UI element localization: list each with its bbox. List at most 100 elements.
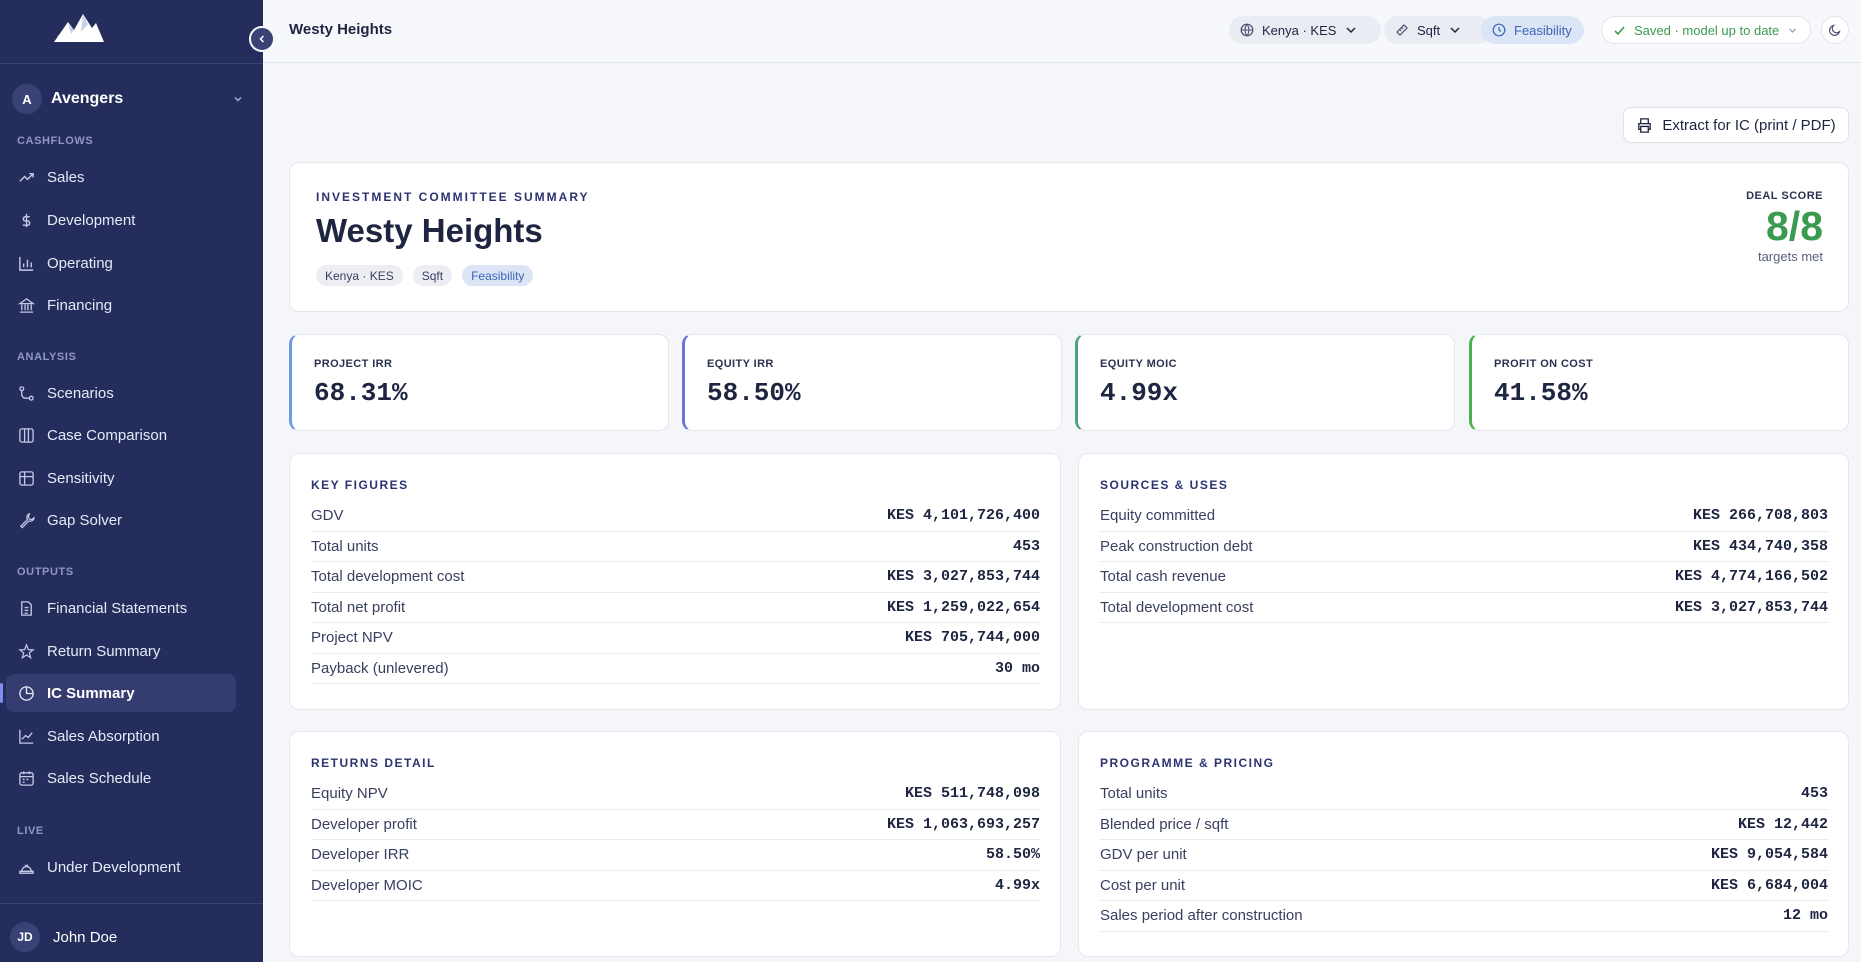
row-value: 453 [1800, 785, 1828, 803]
sidebar-item-label: Sales [47, 168, 85, 186]
row-label: Total development cost [311, 568, 465, 586]
clock-icon [1492, 23, 1506, 37]
row-value: KES 1,259,022,654 [886, 598, 1040, 616]
table-row: Developer IRR 58.50% [311, 840, 1040, 871]
workspace-name: Avengers [51, 90, 124, 107]
summary-eyebrow: INVESTMENT COMMITTEE SUMMARY [316, 190, 590, 204]
row-value: 453 [1012, 537, 1040, 555]
project-name: Westy Heights [316, 212, 543, 249]
sidebar-divider [0, 903, 263, 904]
collapse-sidebar-button[interactable] [249, 26, 275, 52]
save-status-text: Saved · model up to date [1634, 22, 1780, 38]
tag-stage: Feasibility [462, 265, 534, 286]
sidebar-item-operating[interactable]: Operating [6, 244, 236, 282]
row-label: Total units [1100, 785, 1168, 803]
document-icon [17, 599, 35, 617]
row-label: Total cash revenue [1100, 568, 1226, 586]
chevron-down-icon [1450, 27, 1460, 34]
star-icon [17, 642, 35, 660]
sources-uses-panel: SOURCES & USES Equity committed KES 266,7… [1078, 453, 1849, 710]
extract-ic-button[interactable]: Extract for IC (print / PDF) [1623, 107, 1849, 143]
table-row: Total net profit KES 1,259,022,654 [311, 593, 1040, 623]
section-live: LIVE [17, 825, 44, 837]
row-value: 30 mo [994, 659, 1040, 677]
row-value: KES 266,708,803 [1692, 507, 1828, 525]
wrench-icon [17, 511, 35, 529]
brand-name: STREAD [56, 34, 102, 45]
sidebar-item-sensitivity[interactable]: Sensitivity [6, 459, 236, 497]
row-value: KES 12,442 [1737, 815, 1828, 833]
table-row: Total development cost KES 3,027,853,744 [311, 562, 1040, 593]
trending-up-icon [17, 168, 35, 186]
table-row: Developer profit KES 1,063,693,257 [311, 810, 1040, 840]
check-icon [1613, 24, 1626, 37]
kpi-value: 58.50% [707, 378, 801, 408]
sidebar-item-label: Return Summary [47, 642, 161, 660]
deal-score-label: DEAL SCORE [1746, 190, 1823, 202]
row-value: KES 1,063,693,257 [886, 815, 1040, 833]
workspace-switcher[interactable]: A Avengers [12, 82, 248, 116]
row-value: KES 434,740,358 [1692, 537, 1828, 555]
stage-badge[interactable]: Feasibility [1481, 16, 1584, 44]
user-menu[interactable]: JD John Doe [10, 922, 117, 952]
row-label: Peak construction debt [1100, 537, 1253, 555]
calendar-icon [17, 769, 35, 787]
row-label: Equity committed [1100, 507, 1216, 525]
row-value: KES 9,054,584 [1710, 846, 1828, 864]
sidebar-item-label: Sales Schedule [47, 769, 152, 787]
sidebar-item-under-development[interactable]: Under Development [6, 848, 236, 886]
sidebar-item-sales-absorption[interactable]: Sales Absorption [6, 717, 236, 755]
printer-icon [1636, 117, 1653, 134]
unit-selector[interactable]: Sqft [1384, 16, 1491, 44]
sidebar-item-sales-schedule[interactable]: Sales Schedule [6, 759, 236, 797]
table-row: Payback (unlevered) 30 mo [311, 654, 1040, 684]
sidebar-item-ic-summary[interactable]: IC Summary [0, 674, 236, 712]
theme-toggle-button[interactable] [1821, 16, 1849, 44]
row-label: Equity NPV [311, 785, 388, 803]
row-label: Total units [311, 537, 379, 555]
panel-title: RETURNS DETAIL [311, 756, 436, 770]
key-figures-panel: KEY FIGURES GDV KES 4,101,726,400 Total u… [289, 453, 1061, 710]
sidebar-item-label: Sensitivity [47, 469, 115, 487]
row-value: KES 4,101,726,400 [886, 507, 1040, 525]
row-label: Developer profit [311, 815, 417, 833]
summary-card: INVESTMENT COMMITTEE SUMMARY Westy Heigh… [289, 162, 1849, 312]
sidebar-item-case-comparison[interactable]: Case Comparison [6, 416, 236, 454]
panel-title: SOURCES & USES [1100, 478, 1229, 492]
market-value: Kenya · KES [1262, 22, 1337, 38]
kpi-equity-irr: EQUITY IRR 58.50% [682, 334, 1062, 431]
ruler-icon [1395, 23, 1409, 37]
sidebar: STREAD A Avengers CASHFLOWS Sales Develo… [0, 0, 263, 962]
sidebar-item-financing[interactable]: Financing [6, 286, 236, 324]
row-value: KES 705,744,000 [904, 629, 1040, 647]
table-row: Blended price / sqft KES 12,442 [1100, 810, 1828, 840]
sidebar-item-label: Operating [47, 254, 113, 272]
table-row: Peak construction debt KES 434,740,358 [1100, 532, 1828, 562]
workspace-avatar: A [12, 84, 42, 114]
save-status[interactable]: Saved · model up to date [1601, 16, 1811, 44]
sidebar-item-label: IC Summary [47, 684, 135, 702]
sidebar-item-financial-statements[interactable]: Financial Statements [6, 589, 236, 627]
table-row: Total development cost KES 3,027,853,744 [1100, 593, 1828, 623]
table-icon [17, 469, 35, 487]
sidebar-item-sales[interactable]: Sales [6, 158, 236, 196]
row-value: KES 3,027,853,744 [886, 568, 1040, 586]
globe-icon [1240, 23, 1254, 37]
hard-hat-icon [17, 858, 35, 876]
section-cashflows: CASHFLOWS [17, 135, 94, 147]
tag-market: Kenya · KES [316, 265, 403, 286]
sidebar-item-return-summary[interactable]: Return Summary [6, 632, 236, 670]
sidebar-item-development[interactable]: Development [6, 201, 236, 239]
table-row: Total units 453 [311, 532, 1040, 562]
market-selector[interactable]: Kenya · KES [1229, 16, 1381, 44]
section-outputs: OUTPUTS [17, 566, 74, 578]
sidebar-item-label: Development [47, 211, 136, 229]
sidebar-item-label: Gap Solver [47, 511, 123, 529]
table-row: Project NPV KES 705,744,000 [311, 623, 1040, 654]
row-value: 12 mo [1782, 907, 1828, 925]
sidebar-item-gap-solver[interactable]: Gap Solver [6, 501, 236, 539]
row-label: GDV [311, 507, 344, 525]
tag-list: Kenya · KES Sqft Feasibility [316, 265, 534, 286]
sidebar-item-scenarios[interactable]: Scenarios [6, 374, 236, 412]
kpi-value: 4.99x [1100, 378, 1179, 408]
